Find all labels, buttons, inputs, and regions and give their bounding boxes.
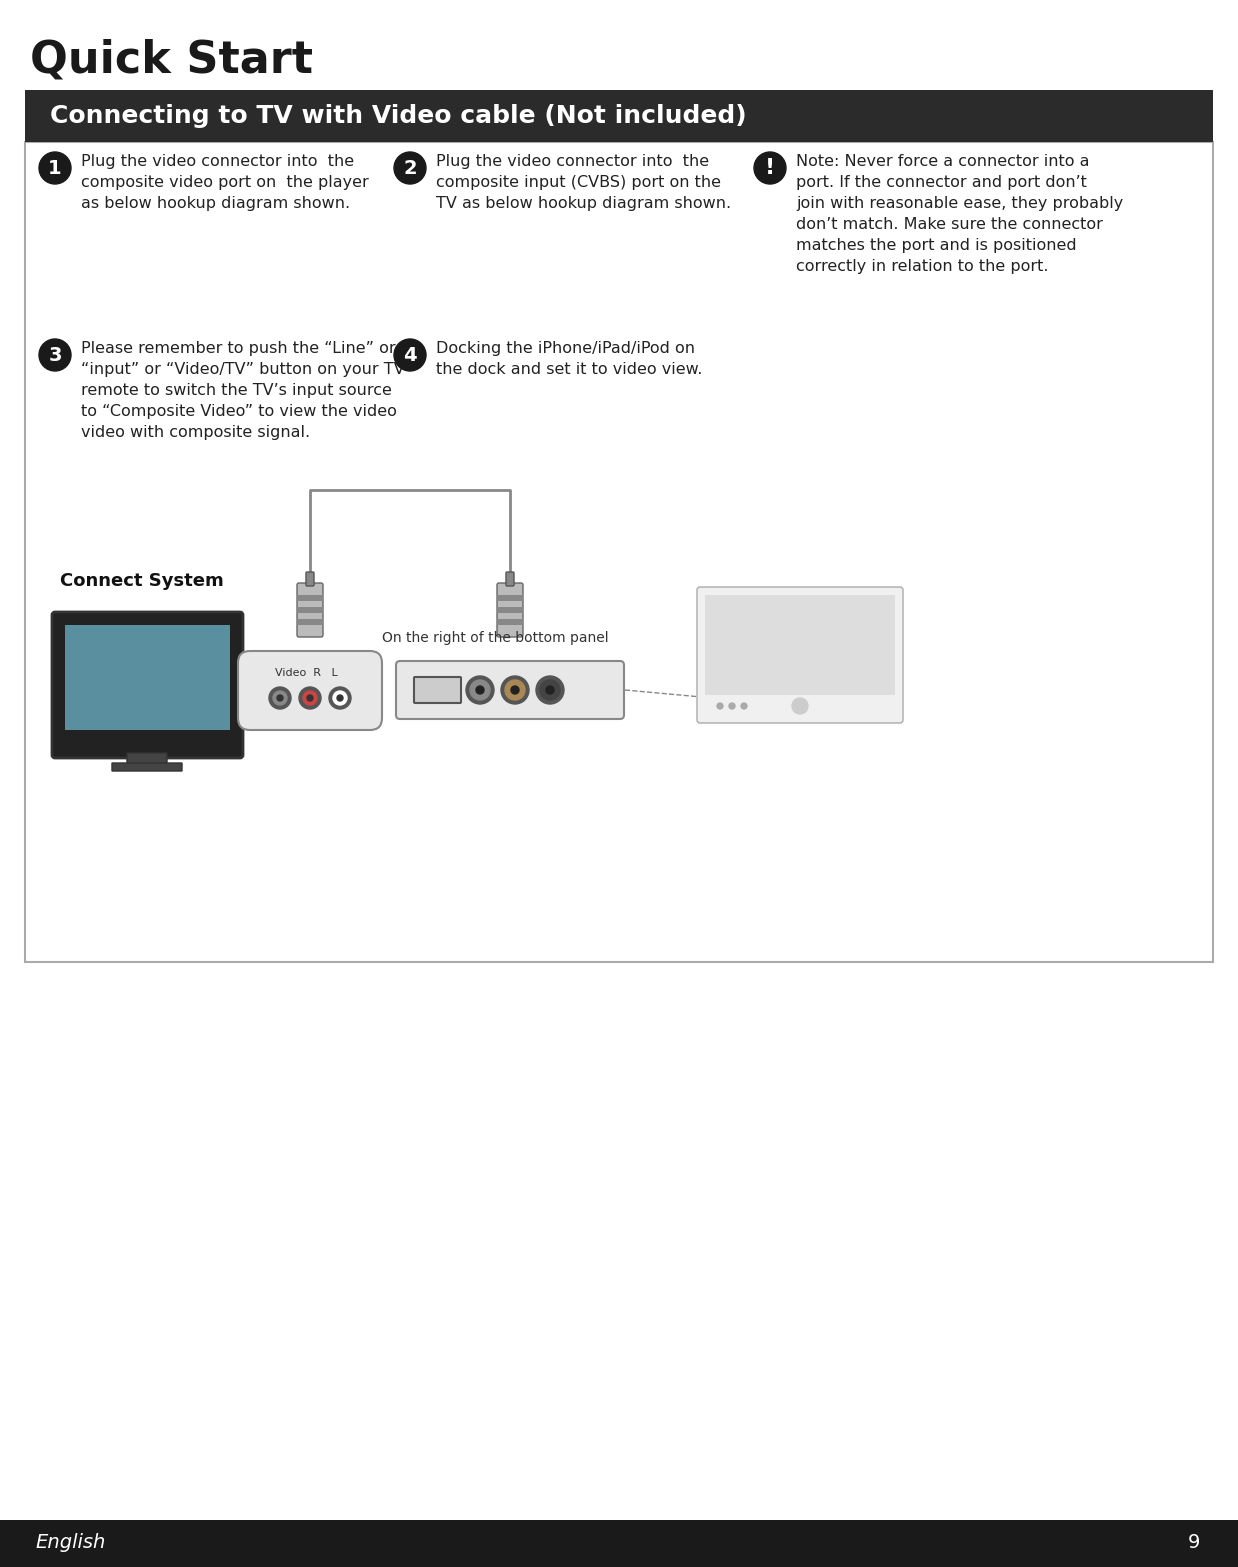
FancyBboxPatch shape: [128, 754, 167, 765]
FancyBboxPatch shape: [496, 595, 522, 602]
Text: Connect System: Connect System: [59, 572, 224, 591]
Text: Connecting to TV with Video cable (Not included): Connecting to TV with Video cable (Not i…: [50, 103, 747, 128]
Circle shape: [501, 675, 529, 704]
Text: 4: 4: [404, 345, 417, 365]
Circle shape: [511, 686, 519, 694]
Circle shape: [792, 697, 808, 715]
FancyBboxPatch shape: [413, 677, 461, 704]
Text: Docking the iPhone/iPad/iPod on
the dock and set it to video view.: Docking the iPhone/iPad/iPod on the dock…: [436, 342, 702, 378]
Text: !: !: [765, 158, 775, 179]
Circle shape: [546, 686, 553, 694]
Text: Note: Never force a connector into a
port. If the connector and port don’t
join : Note: Never force a connector into a por…: [796, 154, 1123, 274]
FancyBboxPatch shape: [496, 583, 522, 638]
Text: Please remember to push the “Line” or
“input” or “Video/TV” button on your TV
re: Please remember to push the “Line” or “i…: [80, 342, 405, 440]
Text: Video  R   L: Video R L: [275, 668, 338, 679]
FancyBboxPatch shape: [297, 619, 323, 625]
FancyBboxPatch shape: [297, 595, 323, 602]
Circle shape: [536, 675, 565, 704]
Circle shape: [40, 152, 71, 183]
FancyBboxPatch shape: [0, 1520, 1238, 1567]
Circle shape: [717, 704, 723, 708]
Circle shape: [333, 691, 347, 705]
Circle shape: [277, 696, 284, 700]
FancyBboxPatch shape: [25, 89, 1213, 143]
Text: 9: 9: [1187, 1534, 1200, 1553]
FancyBboxPatch shape: [697, 588, 903, 722]
Circle shape: [303, 691, 317, 705]
Circle shape: [394, 338, 426, 371]
Text: 3: 3: [48, 345, 62, 365]
FancyBboxPatch shape: [52, 613, 243, 758]
FancyBboxPatch shape: [506, 572, 514, 586]
Circle shape: [394, 152, 426, 183]
Circle shape: [337, 696, 343, 700]
FancyBboxPatch shape: [306, 572, 314, 586]
FancyBboxPatch shape: [297, 606, 323, 613]
Circle shape: [470, 680, 490, 700]
Circle shape: [742, 704, 747, 708]
Circle shape: [729, 704, 735, 708]
Text: Plug the video connector into  the
composite input (CVBS) port on the
TV as belo: Plug the video connector into the compos…: [436, 154, 732, 212]
Circle shape: [329, 686, 352, 708]
Circle shape: [307, 696, 313, 700]
Circle shape: [505, 680, 525, 700]
Text: 2: 2: [404, 158, 417, 177]
FancyBboxPatch shape: [496, 619, 522, 625]
Circle shape: [754, 152, 786, 183]
Circle shape: [40, 338, 71, 371]
FancyBboxPatch shape: [238, 650, 383, 730]
Circle shape: [300, 686, 321, 708]
FancyBboxPatch shape: [704, 595, 895, 696]
FancyBboxPatch shape: [66, 625, 230, 730]
FancyBboxPatch shape: [297, 583, 323, 638]
Circle shape: [540, 680, 560, 700]
Circle shape: [475, 686, 484, 694]
Text: 1: 1: [48, 158, 62, 177]
Text: English: English: [35, 1534, 105, 1553]
Text: Plug the video connector into  the
composite video port on  the player
as below : Plug the video connector into the compos…: [80, 154, 369, 212]
Text: Quick Start: Quick Start: [30, 38, 313, 81]
Text: On the right of the bottom panel: On the right of the bottom panel: [381, 632, 608, 646]
Circle shape: [465, 675, 494, 704]
Circle shape: [269, 686, 291, 708]
Circle shape: [274, 691, 287, 705]
FancyBboxPatch shape: [25, 143, 1213, 962]
FancyBboxPatch shape: [496, 606, 522, 613]
FancyBboxPatch shape: [111, 763, 182, 771]
FancyBboxPatch shape: [396, 661, 624, 719]
